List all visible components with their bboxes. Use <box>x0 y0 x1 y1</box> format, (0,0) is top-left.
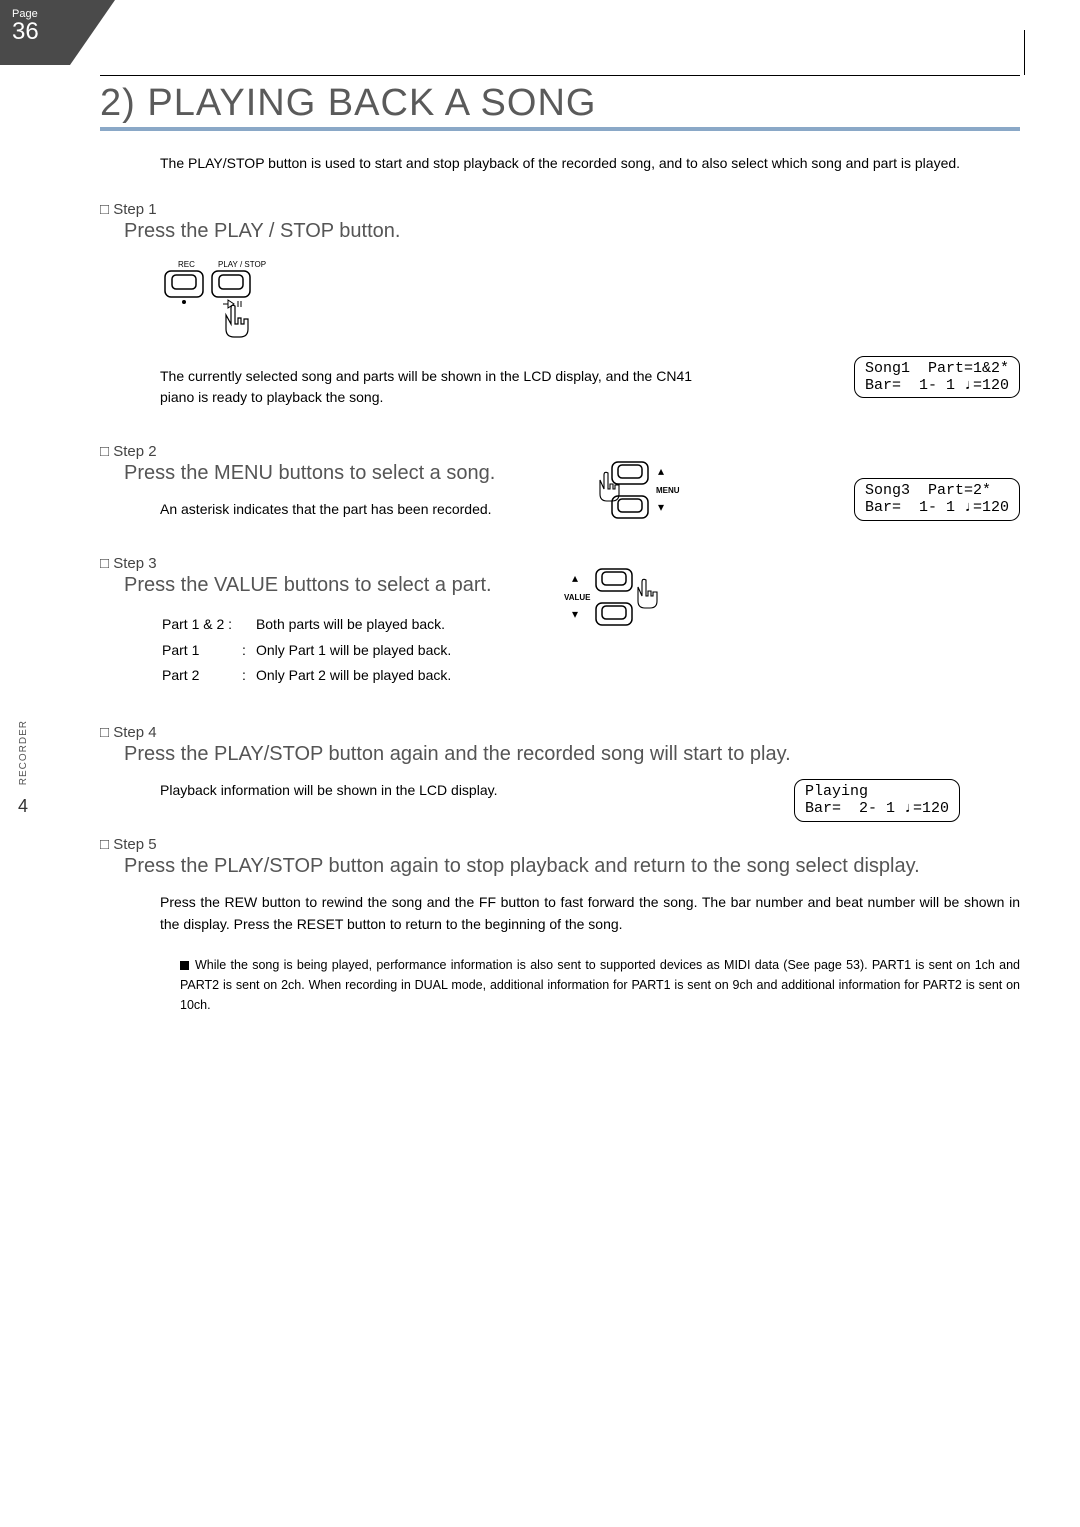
title-top-rule <box>100 75 1020 76</box>
part-label: Part 2 <box>162 664 240 688</box>
page-content: 2) PLAYING BACK A SONG The PLAY/STOP but… <box>100 75 1020 1049</box>
lcd-line1: Playing <box>805 783 949 800</box>
step-2: Step 2 Press the MENU buttons to select … <box>100 443 1020 521</box>
svg-text:▴: ▴ <box>658 464 664 478</box>
step-body: Press the REW button to rewind the song … <box>160 892 1020 935</box>
table-row: Part 1 & 2 : Both parts will be played ba… <box>162 613 459 637</box>
step-action: Press the PLAY / STOP button. <box>124 220 1020 243</box>
table-row: Part 1:Only Part 1 will be played back. <box>162 639 459 663</box>
midi-note: While the song is being played, performa… <box>180 955 1020 1015</box>
step-body: The currently selected song and parts wi… <box>160 366 720 409</box>
step-label: Step 5 <box>100 836 1020 853</box>
step-label: Step 2 <box>100 443 1020 460</box>
chapter-number: 4 <box>8 796 38 817</box>
lcd-display: Playing Bar= 2- 1 ♩=120 <box>794 779 960 822</box>
colon: : <box>242 639 254 663</box>
note-text: While the song is being played, performa… <box>180 958 1020 1012</box>
step-label: Step 4 <box>100 724 1020 741</box>
play-stop-diagram: REC PLAY / STOP <box>160 257 1020 352</box>
intro-text: The PLAY/STOP button is used to start an… <box>160 153 1020 175</box>
colon: : <box>242 664 254 688</box>
step-label: Step 1 <box>100 201 1020 218</box>
part-label: Part 1 <box>162 639 240 663</box>
table-row: Part 2:Only Part 2 will be played back. <box>162 664 459 688</box>
step-body: An asterisk indicates that the part has … <box>160 499 580 521</box>
part-options-table: Part 1 & 2 : Both parts will be played ba… <box>160 611 461 690</box>
rec-play-buttons-icon: REC PLAY / STOP <box>160 257 290 352</box>
svg-text:▾: ▾ <box>572 607 578 621</box>
play-stop-label: PLAY / STOP <box>218 260 266 269</box>
lcd-line2: Bar= 1- 1 ♩=120 <box>865 377 1009 394</box>
page-number: 36 <box>12 20 70 44</box>
page-number-tab: Page 36 <box>0 0 70 65</box>
lcd-line1: Song1 Part=1&2* <box>865 360 1009 377</box>
value-label: VALUE <box>564 593 591 602</box>
bullet-square-icon <box>180 961 189 970</box>
section-side-tab: RECORDER 4 <box>8 720 38 817</box>
value-buttons-icon: ▴ VALUE ▾ <box>560 565 690 635</box>
lcd-line2: Bar= 2- 1 ♩=120 <box>805 800 949 817</box>
menu-buttons-icon: ▴ MENU ▾ <box>570 458 700 528</box>
step-4: Step 4 Press the PLAY/STOP button again … <box>100 724 1020 802</box>
part-desc: Only Part 1 will be played back. <box>256 639 459 663</box>
section-name: RECORDER <box>18 720 29 785</box>
step-body: Playback information will be shown in th… <box>160 780 640 802</box>
lcd-display: Song3 Part=2* Bar= 1- 1 ♩=120 <box>854 478 1020 521</box>
step-5: Step 5 Press the PLAY/STOP button again … <box>100 836 1020 1015</box>
step-action: Press the PLAY/STOP button again and the… <box>124 743 1020 766</box>
page-title: 2) PLAYING BACK A SONG <box>100 82 1020 131</box>
lcd-line2: Bar= 1- 1 ♩=120 <box>865 499 1009 516</box>
lcd-line1: Song3 Part=2* <box>865 482 1000 499</box>
step-action: Press the PLAY/STOP button again to stop… <box>124 855 1020 878</box>
menu-label: MENU <box>656 486 680 495</box>
svg-text:▾: ▾ <box>658 500 664 514</box>
part-label: Part 1 & 2 : <box>162 613 240 637</box>
header-rule <box>1024 30 1025 75</box>
step-3: Step 3 Press the VALUE buttons to select… <box>100 555 1020 690</box>
step-1: Step 1 Press the PLAY / STOP button. REC… <box>100 201 1020 409</box>
rec-label: REC <box>178 260 195 269</box>
part-desc: Both parts will be played back. <box>256 613 459 637</box>
part-desc: Only Part 2 will be played back. <box>256 664 459 688</box>
svg-text:▴: ▴ <box>572 571 578 585</box>
lcd-display: Song1 Part=1&2* Bar= 1- 1 ♩=120 <box>854 356 1020 399</box>
